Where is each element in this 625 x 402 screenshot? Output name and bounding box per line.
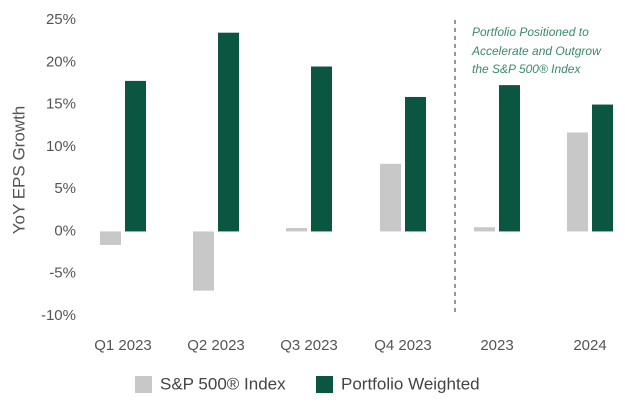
- x-tick-label: 2024: [573, 337, 606, 354]
- y-tick-label: -5%: [49, 265, 76, 282]
- annotation: the S&P 500® Index: [472, 62, 581, 76]
- y-tick-label: 10%: [46, 138, 76, 155]
- legend-label: S&P 500® Index: [160, 374, 286, 393]
- x-tick-label: Q3 2023: [280, 337, 338, 354]
- y-tick-label: -10%: [41, 307, 76, 324]
- bar: [286, 228, 307, 232]
- bar: [405, 96, 426, 232]
- annotation: Accelerate and Outgrow: [471, 44, 602, 58]
- y-tick-label: 5%: [54, 180, 76, 197]
- y-tick-label: 15%: [46, 96, 76, 113]
- x-tick-label: Q1 2023: [94, 337, 152, 354]
- bar: [474, 227, 495, 232]
- bar: [311, 66, 332, 232]
- bar: [100, 231, 121, 245]
- bar: [380, 163, 401, 232]
- y-tick-label: 25%: [46, 11, 76, 28]
- x-tick-label: 2023: [480, 337, 513, 354]
- bar: [499, 85, 520, 232]
- y-axis-label: YoY EPS Growth: [9, 106, 28, 235]
- bar: [125, 80, 146, 232]
- annotation: Portfolio Positioned to: [472, 25, 589, 39]
- legend-swatch: [316, 376, 333, 393]
- legend-swatch: [135, 376, 152, 393]
- x-tick-label: Q2 2023: [187, 337, 245, 354]
- bar: [193, 231, 214, 291]
- bar: [218, 32, 239, 232]
- y-tick-label: 0%: [54, 222, 76, 239]
- y-tick-label: 20%: [46, 53, 76, 70]
- bar: [592, 104, 613, 232]
- bar: [567, 132, 588, 232]
- legend-label: Portfolio Weighted: [341, 374, 480, 393]
- x-tick-label: Q4 2023: [374, 337, 432, 354]
